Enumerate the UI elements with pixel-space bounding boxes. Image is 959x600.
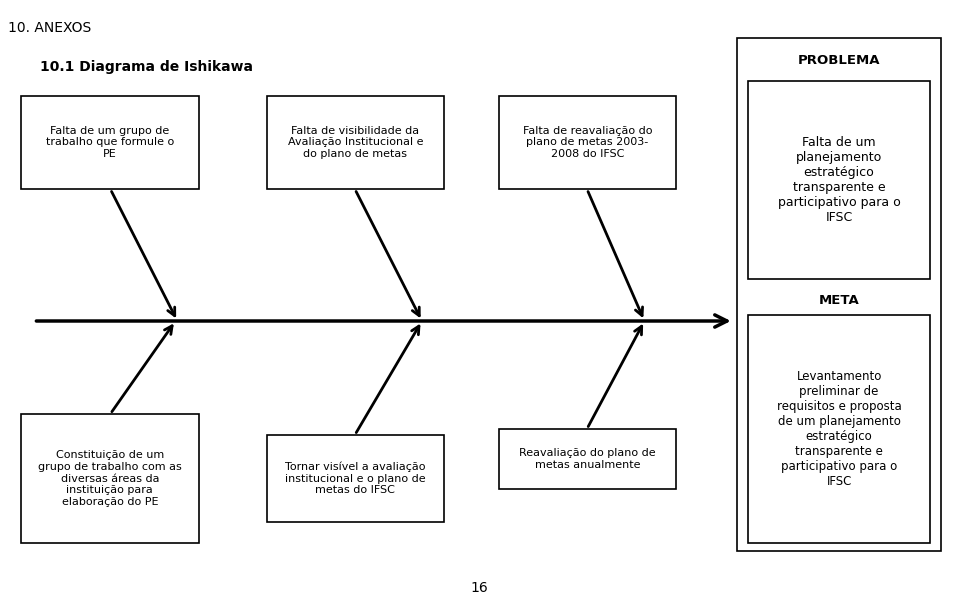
Text: Constituição de um
grupo de trabalho com as
diversas áreas da
instituição para
e: Constituição de um grupo de trabalho com… xyxy=(38,450,181,506)
Text: 16: 16 xyxy=(471,581,488,595)
Text: Falta de um grupo de
trabalho que formule o
PE: Falta de um grupo de trabalho que formul… xyxy=(46,126,174,159)
FancyBboxPatch shape xyxy=(267,96,444,189)
FancyBboxPatch shape xyxy=(748,315,930,543)
FancyBboxPatch shape xyxy=(21,96,199,189)
FancyBboxPatch shape xyxy=(21,414,199,543)
Text: Levantamento
preliminar de
requisitos e proposta
de um planejamento
estratégico
: Levantamento preliminar de requisitos e … xyxy=(777,370,901,488)
FancyBboxPatch shape xyxy=(499,429,676,489)
FancyBboxPatch shape xyxy=(737,38,941,551)
Text: Falta de reavaliação do
plano de metas 2003-
2008 do IFSC: Falta de reavaliação do plano de metas 2… xyxy=(523,126,652,159)
Text: Falta de visibilidade da
Avaliação Institucional e
do plano de metas: Falta de visibilidade da Avaliação Insti… xyxy=(288,126,423,159)
Text: 10. ANEXOS: 10. ANEXOS xyxy=(8,21,91,35)
Text: 10.1 Diagrama de Ishikawa: 10.1 Diagrama de Ishikawa xyxy=(40,60,253,74)
Text: Reavaliação do plano de
metas anualmente: Reavaliação do plano de metas anualmente xyxy=(519,448,656,470)
Text: Tornar visível a avaliação
institucional e o plano de
metas do IFSC: Tornar visível a avaliação institucional… xyxy=(285,461,426,496)
Text: META: META xyxy=(818,293,859,307)
Text: Falta de um
planejamento
estratégico
transparente e
participativo para o
IFSC: Falta de um planejamento estratégico tra… xyxy=(778,136,901,224)
Text: PROBLEMA: PROBLEMA xyxy=(797,53,880,67)
FancyBboxPatch shape xyxy=(267,435,444,522)
FancyBboxPatch shape xyxy=(748,81,930,279)
FancyBboxPatch shape xyxy=(499,96,676,189)
